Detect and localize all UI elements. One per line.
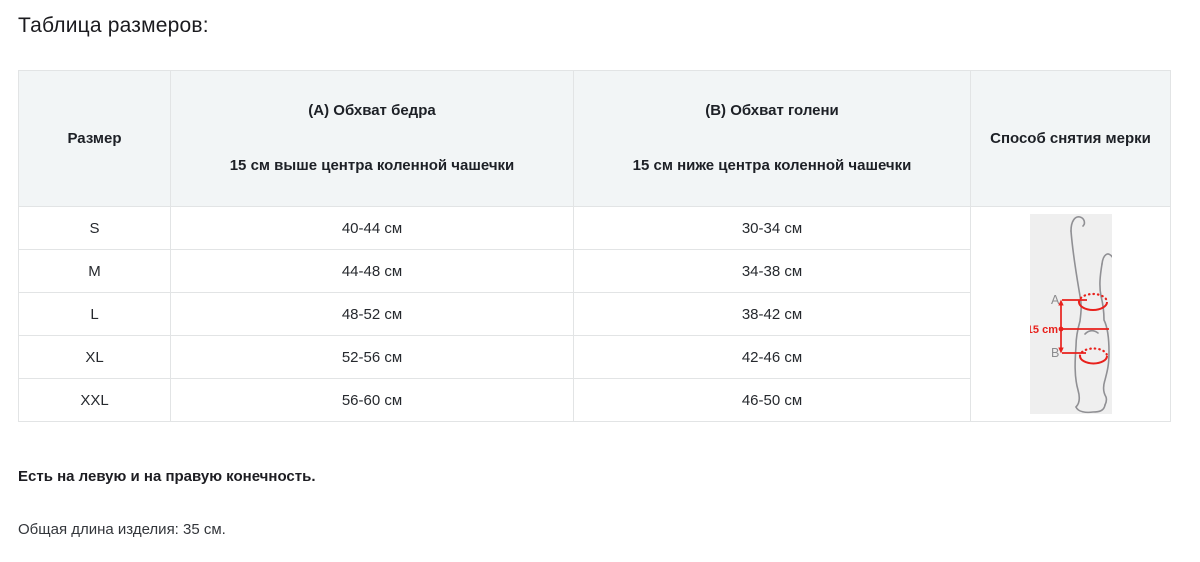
shin-cell: 38-42 см <box>573 292 971 336</box>
shin-cell: 42-46 см <box>573 335 971 379</box>
col-header-method: Способ снятия мерки <box>970 70 1171 207</box>
shin-cell: 30-34 см <box>573 206 971 250</box>
shin-cell: 46-50 см <box>573 378 971 422</box>
leg-measurement-diagram: A B <box>1029 214 1112 414</box>
thigh-cell: 40-44 см <box>170 206 574 250</box>
col-header-method-label: Способ снятия мерки <box>990 129 1151 147</box>
col-header-shin-line2: 15 см ниже центра коленной чашечки <box>632 157 912 174</box>
size-cell: XXL <box>18 378 171 422</box>
availability-note: Есть на левую и на правую конечность. <box>18 468 316 485</box>
total-length-note: Общая длина изделия: 35 см. <box>18 521 226 538</box>
thigh-cell: 56-60 см <box>170 378 574 422</box>
col-header-thigh-line2: 15 см выше центра коленной чашечки <box>229 157 515 174</box>
table-row-s: S 40-44 см 30-34 см <box>18 206 1171 422</box>
header-row: Размер (А) Обхват бедра 15 см выше центр… <box>18 70 1171 207</box>
table-row-xxl: XXL 56-60 см 46-50 см <box>18 378 1171 422</box>
size-cell: XL <box>18 335 171 379</box>
size-cell: L <box>18 292 171 336</box>
distance-label: 15 cm <box>1030 324 1058 336</box>
label-b: B <box>1051 346 1059 360</box>
size-table-header: Размер (А) Обхват бедра 15 см выше центр… <box>18 70 1171 207</box>
shin-cell: 34-38 см <box>573 249 971 293</box>
size-cell: M <box>18 249 171 293</box>
col-header-thigh-line1: (А) Обхват бедра <box>308 102 436 119</box>
size-cell: S <box>18 206 171 250</box>
col-header-shin-line1: (В) Обхват голени <box>705 102 839 119</box>
kneecap-arc <box>1083 329 1099 335</box>
shin-circumference-marker: B <box>1051 346 1108 365</box>
diagram-background <box>1029 214 1112 414</box>
thigh-cell: 44-48 см <box>170 249 574 293</box>
thigh-cell: 48-52 см <box>170 292 574 336</box>
thigh-cell: 52-56 см <box>170 335 574 379</box>
label-a: A <box>1051 293 1060 307</box>
table-row-l: L 48-52 см 38-42 см <box>18 292 1171 336</box>
size-table-body: S 40-44 см 30-34 см <box>18 206 1171 422</box>
col-header-size: Размер <box>18 70 171 207</box>
measurement-method-cell: A B <box>970 206 1171 422</box>
leg-outline <box>1069 216 1112 414</box>
distance-arrow: 15 cm <box>1030 299 1109 354</box>
page-title: Таблица размеров: <box>18 14 209 37</box>
table-row-xl: XL 52-56 см 42-46 см <box>18 335 1171 379</box>
size-table: Размер (А) Обхват бедра 15 см выше центр… <box>18 70 1171 422</box>
thigh-circumference-marker: A <box>1051 292 1108 311</box>
col-header-size-label: Размер <box>67 129 122 147</box>
col-header-shin: (В) Обхват голени 15 см ниже центра коле… <box>573 70 971 207</box>
knee-center-dot <box>1058 326 1063 332</box>
col-header-thigh: (А) Обхват бедра 15 см выше центра колен… <box>170 70 574 207</box>
